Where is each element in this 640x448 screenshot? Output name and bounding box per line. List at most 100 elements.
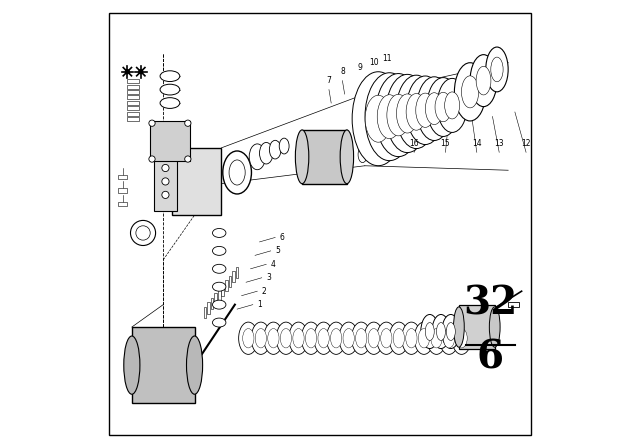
Ellipse shape [212, 282, 226, 291]
Circle shape [162, 191, 169, 198]
Ellipse shape [293, 328, 304, 348]
Text: 10: 10 [369, 58, 379, 67]
Ellipse shape [402, 322, 421, 354]
Bar [204, 307, 206, 318]
Ellipse shape [444, 328, 454, 348]
Ellipse shape [186, 336, 203, 394]
Bar [154, 152, 177, 211]
Ellipse shape [124, 336, 140, 394]
Ellipse shape [439, 322, 459, 354]
Ellipse shape [427, 322, 446, 354]
Bar [228, 276, 231, 287]
Bar [211, 298, 213, 309]
Ellipse shape [326, 322, 346, 354]
Ellipse shape [375, 73, 422, 157]
Ellipse shape [427, 78, 460, 137]
Ellipse shape [243, 328, 254, 348]
Text: 14: 14 [472, 139, 482, 148]
Ellipse shape [276, 322, 296, 354]
Circle shape [131, 220, 156, 246]
Text: 1: 1 [257, 300, 262, 309]
Text: 6: 6 [280, 233, 284, 242]
Bar [127, 112, 139, 116]
Ellipse shape [417, 77, 452, 141]
Ellipse shape [389, 322, 408, 354]
Ellipse shape [318, 328, 329, 348]
Ellipse shape [491, 57, 503, 82]
Ellipse shape [351, 322, 371, 354]
Ellipse shape [454, 63, 486, 121]
Ellipse shape [160, 98, 180, 108]
Ellipse shape [280, 328, 292, 348]
Ellipse shape [368, 328, 380, 348]
Ellipse shape [406, 328, 417, 348]
Ellipse shape [396, 75, 436, 149]
Ellipse shape [414, 322, 434, 354]
Ellipse shape [314, 322, 333, 354]
Ellipse shape [445, 92, 460, 119]
Bar [127, 101, 139, 105]
Ellipse shape [160, 84, 180, 95]
Bar [207, 302, 210, 314]
Text: 12: 12 [522, 139, 531, 148]
Ellipse shape [340, 130, 354, 184]
Ellipse shape [251, 322, 271, 354]
Text: 6: 6 [477, 338, 504, 376]
Ellipse shape [376, 322, 396, 354]
Bar [225, 280, 228, 291]
Ellipse shape [386, 74, 429, 153]
Ellipse shape [486, 47, 508, 92]
Circle shape [149, 156, 155, 162]
Ellipse shape [435, 92, 451, 122]
Text: 15: 15 [440, 139, 451, 148]
Text: 2: 2 [262, 287, 266, 296]
Ellipse shape [365, 95, 391, 142]
Ellipse shape [356, 328, 367, 348]
Bar [232, 271, 235, 282]
Ellipse shape [352, 72, 404, 166]
Ellipse shape [264, 322, 283, 354]
Ellipse shape [426, 93, 443, 125]
Ellipse shape [377, 95, 402, 139]
Ellipse shape [255, 328, 266, 348]
Ellipse shape [260, 142, 273, 164]
Ellipse shape [212, 300, 226, 309]
Ellipse shape [419, 328, 429, 348]
Ellipse shape [381, 328, 392, 348]
Ellipse shape [446, 323, 455, 340]
Circle shape [139, 69, 143, 74]
Bar [132, 327, 195, 403]
Circle shape [125, 69, 130, 74]
Ellipse shape [229, 160, 245, 185]
Ellipse shape [416, 93, 435, 127]
Ellipse shape [421, 314, 439, 349]
Ellipse shape [301, 322, 321, 354]
Ellipse shape [160, 71, 180, 82]
Ellipse shape [490, 307, 500, 347]
Ellipse shape [212, 246, 226, 255]
Circle shape [162, 178, 169, 185]
Bar [127, 85, 139, 89]
Ellipse shape [305, 328, 317, 348]
Text: 11: 11 [383, 54, 392, 63]
Ellipse shape [456, 328, 467, 348]
Text: 8: 8 [340, 67, 345, 76]
Text: 13: 13 [494, 139, 504, 148]
Ellipse shape [425, 323, 435, 340]
Ellipse shape [452, 322, 471, 354]
Ellipse shape [358, 146, 367, 163]
Ellipse shape [442, 314, 460, 349]
Ellipse shape [436, 323, 445, 340]
Bar [118, 175, 127, 179]
Circle shape [185, 120, 191, 126]
Bar [236, 267, 239, 278]
Ellipse shape [364, 322, 383, 354]
Bar [127, 95, 139, 99]
Ellipse shape [296, 130, 309, 184]
Bar [127, 90, 139, 94]
Bar [508, 302, 520, 307]
Ellipse shape [461, 76, 479, 108]
Ellipse shape [330, 328, 342, 348]
Text: 4: 4 [271, 260, 275, 269]
Text: 3: 3 [266, 273, 271, 282]
